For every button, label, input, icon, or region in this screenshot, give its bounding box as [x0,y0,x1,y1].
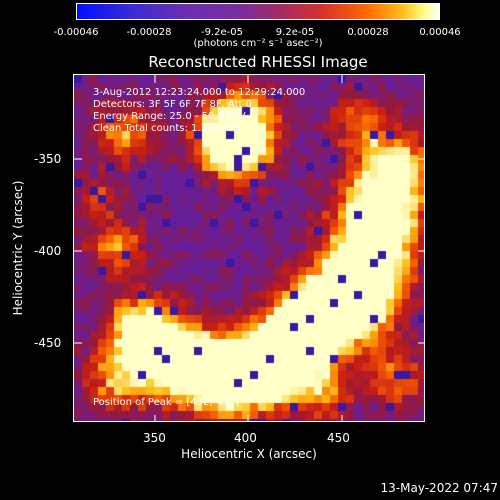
info-clean-counts: Clean Total counts: 1.36E+04 [93,123,241,134]
plot-title: Reconstructed RHESSI Image [148,53,368,71]
info-energy-range: Energy Range: 25.0 - 50.0 keV [93,111,246,122]
rhessi-heatmap [74,75,424,421]
y-axis-label: Heliocentric Y (arcsec) [11,180,25,316]
y-tick-label: -350 [34,152,62,166]
info-detectors: Detectors: 3F 5F 6F 7F 8F, Att 0 [93,99,253,110]
colorbar-tick: -9.2e-05 [201,27,243,38]
info-time-range: 3-Aug-2012 12:23:24.000 to 12:29:24.000 [93,87,306,98]
x-tick-label: 350 [143,431,166,445]
x-axis-label: Heliocentric X (arcsec) [181,447,317,461]
axis-ticks [74,75,424,421]
timestamp: 13-May-2022 07:47 [380,481,498,495]
image-plot-area [73,74,425,422]
colorbar-tick: 0.00046 [419,27,461,38]
y-tick-label: -400 [34,244,62,258]
y-tick-label: -450 [34,336,62,350]
colorbar [76,3,440,20]
info-peak-position: Position of Peak = [432,-432] [93,397,240,408]
colorbar-tick: 9.2e-05 [275,27,315,38]
colorbar-unit: (photons cm⁻² s⁻¹ asec⁻²) [193,38,323,49]
x-tick-label: 450 [327,431,350,445]
colorbar-tick: -0.00028 [126,27,172,38]
colorbar-tick: 0.00028 [347,27,389,38]
colorbar-tick: -0.00046 [53,27,99,38]
x-tick-label: 400 [234,431,257,445]
